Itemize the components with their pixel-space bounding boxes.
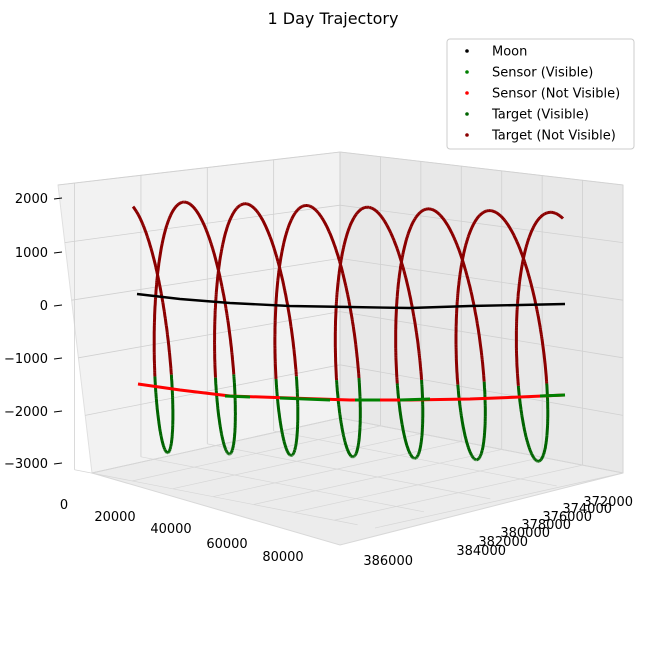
series-target-not-visible	[131, 200, 565, 387]
grid-line-x-floor	[374, 472, 624, 529]
z-tick-label: 0	[40, 299, 48, 314]
y-tick-label: 0	[60, 498, 68, 513]
chart-title: 1 Day Trajectory	[268, 9, 399, 28]
x-tick-label: 380000	[500, 526, 550, 541]
z-tick-mark	[53, 462, 63, 465]
grid-line-z-back	[339, 151, 624, 186]
z-tick-label: −3000	[4, 457, 48, 472]
series-moon	[136, 292, 566, 310]
data-marks	[131, 200, 566, 463]
z-tick-label: −1000	[4, 352, 48, 367]
z-tick-label: 2000	[15, 192, 48, 207]
legend-marker	[465, 91, 469, 95]
y-tick-label: 40000	[150, 522, 191, 537]
z-tick-mark	[53, 251, 63, 254]
y-tick-label: 20000	[94, 510, 135, 525]
x-tick-label: 384000	[456, 544, 506, 559]
legend-marker	[465, 133, 469, 137]
legend-marker	[465, 49, 469, 53]
grid-line-z-back	[339, 311, 624, 359]
y-tick-label: 60000	[206, 537, 247, 552]
legend-marker	[465, 112, 469, 116]
x-tick-label: 386000	[363, 554, 413, 569]
grid-line-z-left	[57, 151, 341, 186]
grid-line-y-floor	[339, 417, 624, 474]
legend-label: Sensor (Not Visible)	[492, 87, 620, 102]
grid-line-z-back	[339, 258, 624, 301]
legend-box	[446, 38, 635, 150]
grid-line-y-floor	[207, 443, 491, 500]
tick-labels: 2000 1000 0 −1000 −2000 −3000 0 20000 40000 60000…	[4, 192, 633, 569]
x-tick-label: 374000	[562, 502, 612, 517]
series-sensor-visible	[224, 394, 251, 399]
grid-line-z-back	[339, 364, 624, 416]
z-tick-mark	[53, 357, 63, 360]
grid-line-y-floor	[140, 456, 425, 513]
z-tick-label: −2000	[4, 405, 48, 420]
z-tick-label: 1000	[15, 246, 48, 261]
z-tick-mark	[53, 304, 63, 307]
series-sensor-visible	[399, 397, 431, 402]
legend-marker	[465, 70, 469, 74]
x-tick-label: 376000	[542, 510, 592, 525]
series-sensor-not-visible	[137, 382, 566, 402]
back-pane	[339, 151, 624, 474]
axes-panes	[57, 151, 624, 546]
legend-label: Moon	[492, 45, 527, 60]
x-tick-label: 378000	[521, 518, 571, 533]
legend-label: Sensor (Visible)	[492, 66, 593, 81]
legend-label: Target (Visible)	[491, 108, 589, 123]
grid-line-y-floor	[74, 469, 358, 526]
x-tick-label: 382000	[478, 535, 528, 550]
grid-line-z-left	[78, 311, 341, 359]
y-tick-label: 80000	[262, 550, 303, 565]
x-tick-label: 372000	[583, 495, 633, 510]
z-tick-mark	[53, 410, 63, 413]
series-target-visible	[153, 374, 550, 463]
legend: Moon Sensor (Visible) Sensor (Not Visible)…	[446, 38, 635, 150]
grid-line-z-back	[339, 204, 624, 243]
series-sensor-visible	[539, 393, 566, 398]
z-tick-mark	[53, 197, 63, 200]
series-sensor-visible	[279, 396, 331, 402]
grid-line-z-left	[71, 258, 341, 301]
legend-label: Target (Not Visible)	[491, 129, 616, 144]
